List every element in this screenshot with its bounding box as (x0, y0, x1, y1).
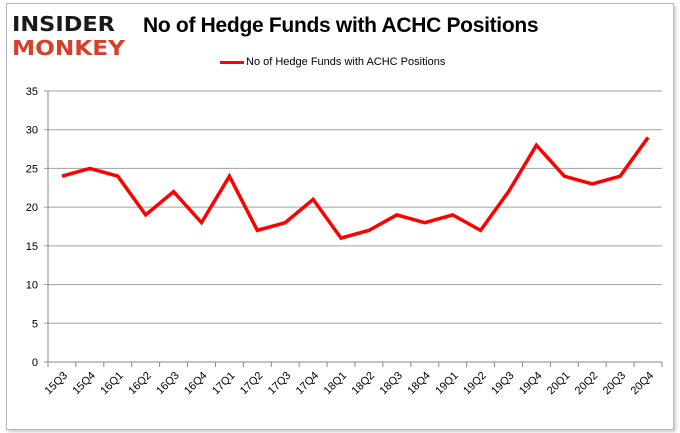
x-tick-label: 18Q1 (322, 370, 350, 398)
legend-line-icon (220, 60, 244, 64)
logo-line2: MONKEY (12, 36, 126, 58)
x-tick-label: 20Q3 (601, 370, 629, 398)
chart-title: No of Hedge Funds with ACHC Positions (143, 14, 539, 37)
x-tick-label: 17Q2 (238, 370, 266, 398)
x-tick-label: 19Q2 (461, 370, 489, 398)
x-tick-label: 17Q1 (210, 370, 238, 398)
x-tick-label: 17Q3 (266, 370, 294, 398)
x-tick-label: 20Q1 (545, 370, 573, 398)
x-tick-label: 18Q2 (350, 370, 378, 398)
y-tick-label: 5 (32, 318, 38, 330)
y-tick-label: 15 (26, 241, 38, 253)
x-tick-label: 15Q3 (43, 370, 71, 398)
y-tick-label: 25 (26, 163, 38, 175)
x-tick-label: 20Q4 (629, 370, 657, 398)
x-tick-label: 20Q2 (573, 370, 601, 398)
logo-line1: INSIDER (12, 12, 115, 36)
legend: No of Hedge Funds with ACHC Positions (220, 56, 445, 68)
x-tick-label: 19Q4 (517, 370, 545, 398)
x-tick-label: 16Q2 (126, 370, 154, 398)
x-tick-label: 18Q4 (405, 370, 433, 398)
x-tick-label: 18Q3 (377, 370, 405, 398)
y-tick-label: 0 (32, 357, 38, 369)
legend-label: No of Hedge Funds with ACHC Positions (246, 56, 446, 68)
series-line (61, 136, 650, 241)
chart-frame (6, 3, 674, 430)
x-tick-label: 16Q3 (154, 370, 182, 398)
x-tick-label: 15Q4 (70, 370, 98, 398)
y-tick-label: 20 (26, 202, 38, 214)
x-tick-label: 19Q3 (489, 370, 517, 398)
y-tick-label: 35 (26, 86, 38, 98)
x-tick-label: 19Q1 (433, 370, 461, 398)
y-tick-label: 10 (26, 280, 38, 292)
x-tick-label: 16Q1 (98, 370, 126, 398)
x-tick-label: 16Q4 (182, 370, 210, 398)
x-tick-label: 17Q4 (294, 370, 322, 398)
y-tick-label: 30 (26, 125, 38, 137)
insider-monkey-logo: INSIDER MONKEY (12, 12, 126, 58)
